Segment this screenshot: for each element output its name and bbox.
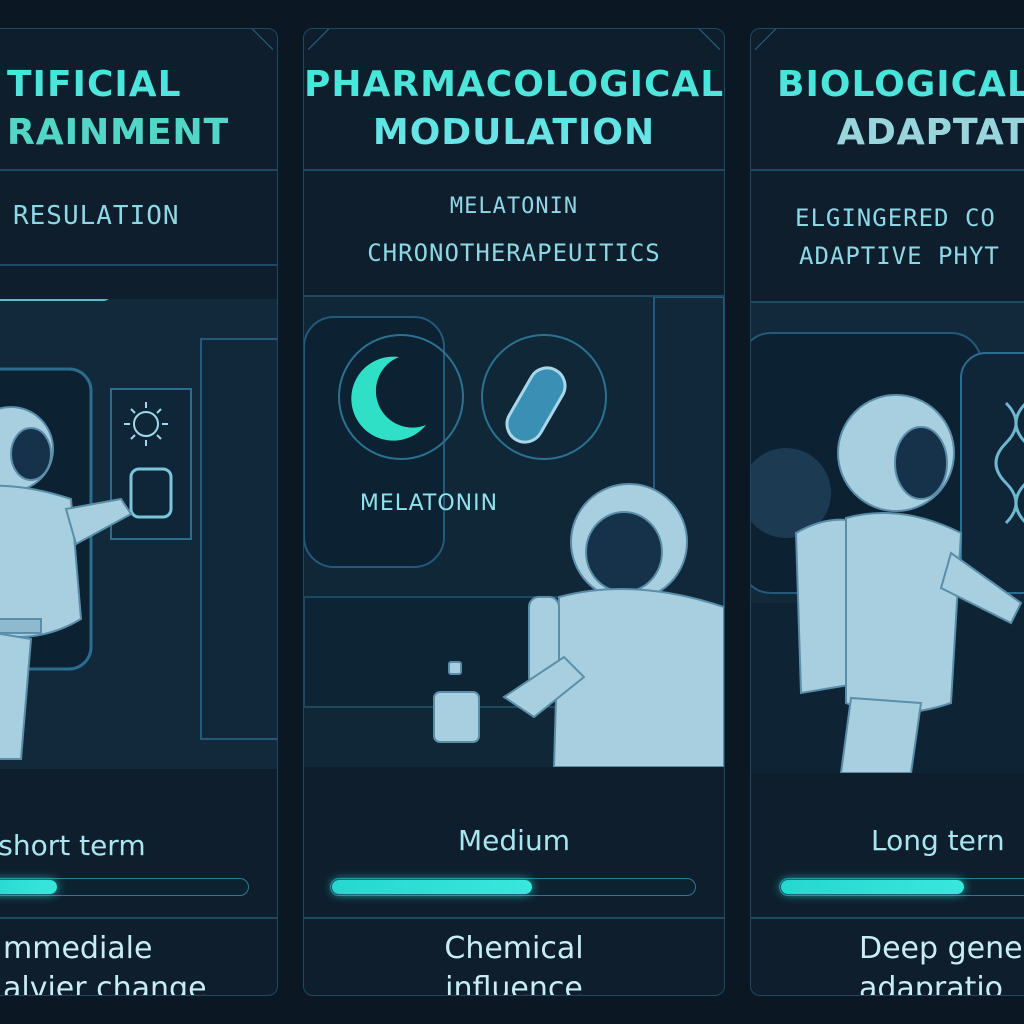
scene-illustration [0, 299, 277, 769]
astronaut [794, 394, 1023, 773]
desc-line-2: adapratio [859, 971, 1004, 996]
divider [751, 301, 1024, 303]
divider [751, 917, 1024, 919]
panel-title: BIOLOGICAL/C ADAPTAT [751, 61, 1024, 179]
progress-fill [781, 880, 965, 894]
title-line-2: RAINMENT [7, 112, 230, 153]
panel-description: Chemical influence [304, 929, 724, 996]
panel-description: mmediale alvier change [0, 929, 277, 996]
progress-fill [332, 880, 533, 894]
panel-subtitle-1: MELATONIN [449, 194, 579, 219]
divider [304, 169, 724, 171]
astronaut-light-panel-illustration [0, 299, 277, 769]
title-line-2: MODULATION [372, 112, 656, 153]
divider [304, 295, 724, 297]
duration-progress-bar [330, 878, 696, 896]
title-line-1: BIOLOGICAL/C [777, 64, 1007, 105]
light-switch-icon [129, 467, 173, 519]
sun-icon [124, 402, 168, 446]
astronaut [0, 406, 133, 760]
duration-progress-bar [0, 878, 249, 896]
scene-melatonin-label: MELATONIN [360, 491, 498, 516]
moon-icon [338, 334, 464, 460]
divider [0, 917, 277, 919]
duration-progress-bar [779, 878, 1024, 896]
scene-illustration [751, 303, 1024, 773]
panel-subtitle: RESULATION [13, 201, 180, 231]
panel-biological-adaptation: BIOLOGICAL/C ADAPTAT ELGINGERED CO ADAPT… [750, 28, 1024, 996]
divider [0, 169, 277, 171]
desc-line-2: influence [445, 971, 583, 996]
desc-line-1: Deep gene [859, 931, 1023, 966]
panel-subtitle-2: ADAPTIVE PHYT [799, 242, 1000, 270]
panel-title: TIFICIAL RAINMENT [0, 61, 277, 179]
divider [751, 169, 1024, 171]
scene-illustration: MELATONIN [304, 297, 724, 767]
title-line-1: PHARMACOLOGICAL [304, 64, 725, 105]
term-label: Long tern [871, 824, 1005, 857]
panel-description: Deep gene adapratio [751, 929, 1024, 996]
divider [304, 917, 724, 919]
title-line-1: TIFICIAL [7, 64, 182, 105]
astronaut [433, 483, 724, 767]
panel-title: PHARMACOLOGICAL MODULATION [304, 61, 724, 179]
progress-fill [0, 880, 58, 894]
term-text: short term [0, 829, 146, 862]
term-label: Medium [458, 824, 570, 857]
desc-line-2: alvier change [3, 971, 207, 996]
desc-line-1: Chemical [444, 931, 584, 966]
panel-subtitle-1: ELGINGERED CO [795, 204, 996, 232]
divider [0, 264, 277, 266]
dna-icon [994, 401, 1024, 525]
astronaut-dna-illustration [751, 303, 1024, 773]
capsule-icon [481, 334, 607, 460]
panel-pharmacological-modulation: PHARMACOLOGICAL MODULATION MELATONIN CHR… [303, 28, 725, 996]
desc-line-1: mmediale [3, 931, 153, 966]
astronaut-melatonin-illustration: MELATONIN [304, 297, 724, 767]
panel-subtitle-2: CHRONOTHERAPEUITICS [367, 239, 661, 267]
title-line-2: ADAPTAT [837, 112, 1024, 153]
panel-artificial-entrainment: TIFICIAL RAINMENT RESULATION [0, 28, 278, 996]
term-label: eshort term [0, 829, 181, 862]
